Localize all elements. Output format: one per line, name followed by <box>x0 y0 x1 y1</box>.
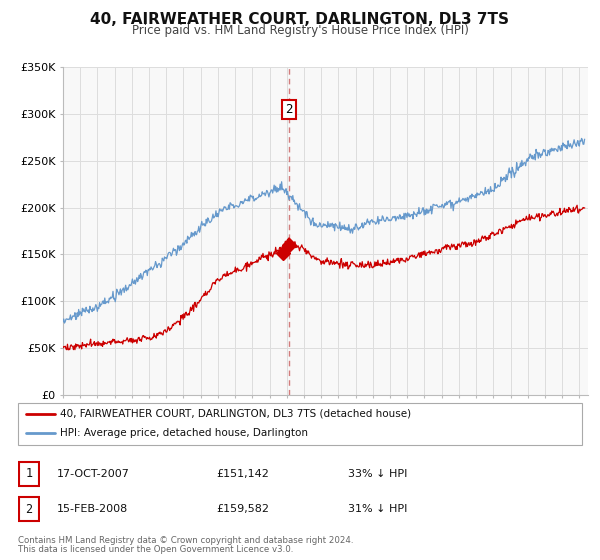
FancyBboxPatch shape <box>19 497 39 521</box>
Text: 2: 2 <box>285 103 293 116</box>
FancyBboxPatch shape <box>19 461 39 486</box>
Text: Price paid vs. HM Land Registry's House Price Index (HPI): Price paid vs. HM Land Registry's House … <box>131 24 469 36</box>
Text: Contains HM Land Registry data © Crown copyright and database right 2024.: Contains HM Land Registry data © Crown c… <box>18 536 353 545</box>
Text: 40, FAIRWEATHER COURT, DARLINGTON, DL3 7TS (detached house): 40, FAIRWEATHER COURT, DARLINGTON, DL3 7… <box>60 409 412 419</box>
Text: 33% ↓ HPI: 33% ↓ HPI <box>348 469 407 479</box>
Text: 15-FEB-2008: 15-FEB-2008 <box>57 504 128 514</box>
Text: 2: 2 <box>26 502 32 516</box>
Text: This data is licensed under the Open Government Licence v3.0.: This data is licensed under the Open Gov… <box>18 545 293 554</box>
Text: £159,582: £159,582 <box>216 504 269 514</box>
Text: 31% ↓ HPI: 31% ↓ HPI <box>348 504 407 514</box>
Text: 1: 1 <box>26 467 32 480</box>
Text: £151,142: £151,142 <box>216 469 269 479</box>
Text: 17-OCT-2007: 17-OCT-2007 <box>57 469 130 479</box>
Text: HPI: Average price, detached house, Darlington: HPI: Average price, detached house, Darl… <box>60 428 308 438</box>
Text: 40, FAIRWEATHER COURT, DARLINGTON, DL3 7TS: 40, FAIRWEATHER COURT, DARLINGTON, DL3 7… <box>91 12 509 27</box>
FancyBboxPatch shape <box>18 403 582 445</box>
